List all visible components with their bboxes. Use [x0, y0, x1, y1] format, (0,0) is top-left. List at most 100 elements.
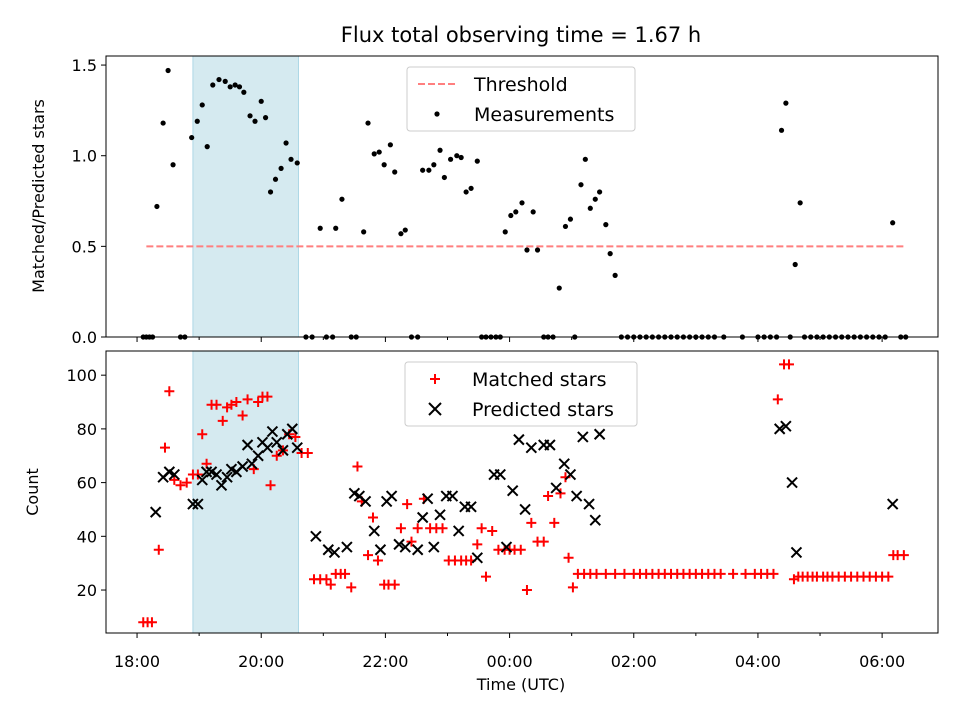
x-tick-label: 18:00	[114, 652, 160, 671]
predicted-star-point	[393, 538, 405, 551]
predicted-star-point	[773, 423, 786, 435]
measurement-point	[333, 225, 339, 231]
matched-star-point	[543, 491, 554, 502]
measurement-point	[194, 118, 200, 124]
predicted-star-point	[593, 428, 606, 440]
predicted-star-point	[192, 498, 204, 510]
matched-star-point	[728, 568, 739, 579]
measurement-point	[339, 196, 345, 202]
measurement-point	[365, 120, 371, 126]
measurement-point	[447, 156, 454, 162]
measurement-point	[227, 84, 233, 90]
matched-star-point	[352, 461, 363, 472]
y-tick-label: 1.0	[72, 147, 97, 166]
measurement-point	[508, 212, 514, 219]
highlight-span	[192, 350, 299, 634]
measurement-point	[381, 162, 387, 168]
predicted-star-point	[168, 468, 181, 481]
predicted-star-point	[577, 431, 589, 443]
measurement-point	[241, 89, 247, 95]
predicted-star-point	[286, 423, 298, 435]
matched-star-point	[159, 442, 170, 453]
measurement-point	[398, 231, 404, 237]
matched-star-point	[242, 394, 253, 405]
matched-star-point	[389, 579, 400, 590]
predicted-star-point	[399, 541, 411, 553]
measurement-point	[267, 189, 274, 195]
matched-star-point	[325, 579, 336, 590]
matched-star-point	[412, 523, 423, 534]
matched-star-point	[340, 568, 351, 579]
measurement-point	[587, 205, 593, 211]
predicted-star-point	[149, 506, 162, 518]
matched-star-point	[395, 523, 406, 534]
matched-star-point	[363, 550, 374, 561]
measurement-point	[519, 200, 525, 206]
measurement-point	[420, 167, 426, 173]
predicted-star-point	[368, 525, 380, 537]
predicted-star-point	[385, 490, 398, 502]
measurement-point	[160, 120, 166, 126]
x-tick-label: 04:00	[735, 652, 781, 671]
matched-star-point	[591, 568, 602, 579]
matched-star-point	[437, 523, 448, 534]
measurement-point	[426, 167, 432, 173]
matched-star-point	[772, 394, 783, 405]
matched-star-point	[197, 429, 208, 440]
legend-label: Matched stars	[472, 369, 606, 391]
legend: Matched stars Predicted stars	[404, 361, 638, 427]
matched-star-point	[253, 397, 264, 408]
predicted-star-point	[416, 511, 429, 524]
x-tick-label: 00:00	[487, 652, 533, 671]
measurement-point	[361, 229, 367, 235]
matched-star-point	[346, 582, 357, 593]
matched-star-point	[262, 391, 273, 402]
matched-star-point	[610, 568, 621, 579]
predicted-star-point	[452, 525, 465, 537]
measurement-point	[556, 285, 562, 291]
predicted-star-point	[421, 493, 434, 505]
measurement-point	[441, 174, 447, 181]
matched-star-point	[321, 574, 332, 585]
measurement-point	[210, 82, 216, 88]
matched-star-point	[619, 568, 630, 579]
measurement-point	[437, 147, 443, 153]
y-tick-label: 40	[77, 527, 97, 546]
axes-frame	[105, 350, 939, 634]
measurement-point	[247, 113, 253, 119]
matched-star-point	[487, 525, 498, 536]
predicted-star-point	[506, 484, 519, 497]
predicted-star-point	[252, 450, 264, 462]
matched-star-point	[237, 410, 248, 421]
x-tick-label: 22:00	[362, 652, 408, 671]
y-tick-label: 80	[77, 420, 97, 439]
measurement-point	[582, 156, 588, 162]
legend-label: Threshold	[473, 74, 568, 96]
predicted-star-point	[564, 468, 577, 481]
measurement-point	[534, 247, 541, 253]
predicted-star-point	[246, 458, 258, 470]
measurement-point	[562, 223, 569, 230]
matched-star-point	[211, 399, 222, 410]
measurement-point	[797, 200, 803, 206]
predicted-star-point	[494, 468, 506, 481]
measurement-point	[402, 227, 408, 233]
matched-star-point	[476, 523, 487, 534]
ratio-panel: 0.0 0.5 1.0 1.5 Threshold Measurements	[72, 55, 939, 347]
predicted-star-point	[196, 474, 208, 486]
matched-star-point	[515, 544, 526, 555]
measurement-point	[392, 169, 398, 175]
y-tick-label: 20	[77, 581, 97, 600]
y-tick-label: 1.5	[72, 56, 97, 75]
predicted-star-point	[236, 460, 249, 473]
matched-star-point	[367, 512, 378, 523]
predicted-star-point	[291, 441, 303, 454]
measurement-point	[603, 222, 609, 228]
predicted-star-point	[500, 541, 513, 553]
measurement-point	[567, 216, 574, 222]
y-tick-label: 0.5	[72, 237, 97, 256]
measurement-point	[170, 162, 176, 168]
predicted-star-point	[570, 490, 583, 502]
measurement-point	[502, 229, 508, 235]
